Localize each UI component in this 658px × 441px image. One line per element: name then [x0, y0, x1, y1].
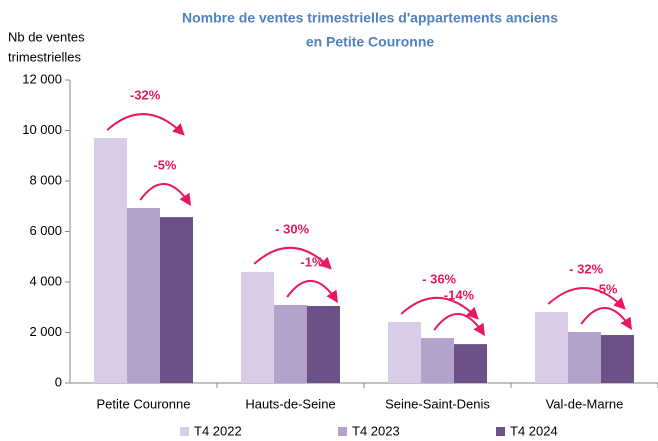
x-tick-label: Hauts-de-Seine	[245, 396, 335, 411]
bar	[421, 338, 454, 383]
legend-label: T4 2023	[352, 423, 400, 438]
change-label: -5%	[594, 281, 618, 296]
x-tick-label: Seine-Saint-Denis	[385, 396, 490, 411]
y-tick-label: 10 000	[22, 122, 62, 137]
change-label: -5%	[153, 157, 177, 172]
change-arrow	[286, 279, 339, 303]
y-tick-label: 8 000	[29, 172, 62, 187]
change-arrow	[400, 296, 479, 320]
change-label: -14%	[444, 287, 475, 302]
change-label: - 36%	[422, 271, 456, 286]
change-arrow	[580, 306, 633, 331]
legend-label: T4 2022	[194, 423, 242, 438]
change-arrow	[139, 183, 192, 207]
bar	[94, 138, 127, 383]
y-tick-label: 4 000	[29, 273, 62, 288]
bar	[454, 344, 487, 383]
bar	[388, 321, 421, 383]
y-tick-label: 2 000	[29, 324, 62, 339]
y-axis-label: Nb de ventes	[8, 29, 85, 44]
chart-title: en Petite Couronne	[306, 34, 435, 50]
bar	[127, 208, 160, 383]
change-label: - 32%	[569, 261, 603, 276]
chart-title: Nombre de ventes trimestrielles d'appart…	[182, 10, 558, 26]
legend-swatch	[180, 427, 189, 436]
x-tick-label: Petite Couronne	[97, 396, 191, 411]
legend-label: T4 2024	[510, 423, 558, 438]
bar	[601, 335, 634, 383]
change-arrow	[106, 113, 185, 136]
legend-swatch	[338, 427, 347, 436]
bar	[241, 271, 274, 383]
y-axis-label: trimestrielles	[8, 49, 81, 64]
bar	[274, 304, 307, 383]
change-arrow	[547, 287, 626, 310]
y-tick-label: 6 000	[29, 223, 62, 238]
bar	[307, 305, 340, 383]
bar	[568, 331, 601, 383]
bar	[535, 312, 568, 383]
change-label: -32%	[130, 88, 161, 103]
change-arrow	[433, 313, 486, 337]
y-tick-label: 12 000	[22, 71, 62, 86]
y-tick-label: 0	[55, 374, 62, 389]
change-label: -1%	[300, 254, 324, 269]
x-tick-label: Val-de-Marne	[546, 396, 624, 411]
bar	[160, 217, 193, 383]
change-label: - 30%	[275, 221, 309, 236]
legend-swatch	[496, 427, 505, 436]
change-arrow	[253, 246, 332, 270]
